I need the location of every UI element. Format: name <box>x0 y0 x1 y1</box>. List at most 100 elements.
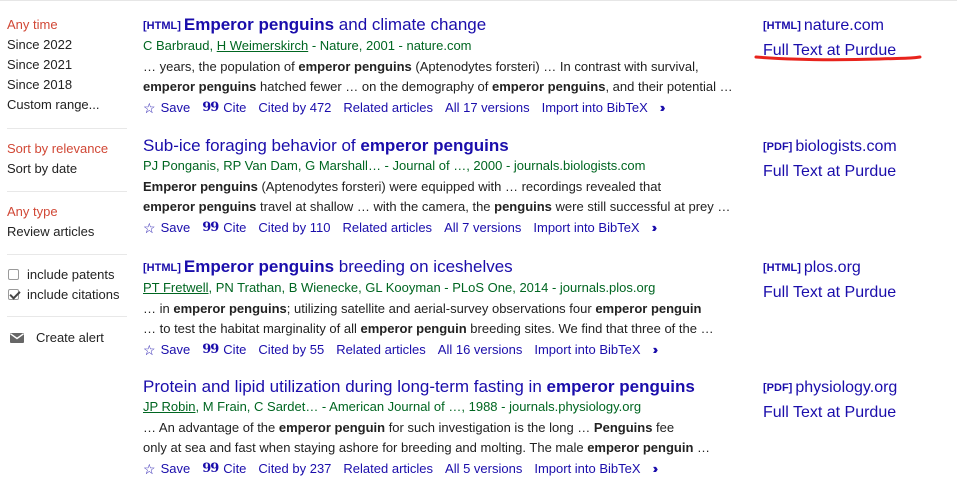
include-citations-label: include citations <box>27 287 120 302</box>
include-citations-checkbox[interactable] <box>8 289 19 300</box>
result-actions: ☆ Save 99 Cite Cited by 110 Related articl… <box>143 220 743 236</box>
result-authors: JP Robin, M Frain, C Sardet… - American … <box>143 399 642 414</box>
quote-icon: 99 <box>202 342 219 357</box>
result-snippet: … years, the population of emperor pengu… <box>143 59 733 94</box>
include-patents-row[interactable]: include patents <box>8 267 114 282</box>
quote-icon: 99 <box>202 220 219 235</box>
star-outline-icon: ☆ <box>143 100 156 116</box>
include-citations-row[interactable]: include citations <box>8 287 120 302</box>
quote-icon: 99 <box>202 100 219 115</box>
sidebar-divider <box>7 254 127 255</box>
result-title-link[interactable]: [HTML] Emperor penguins and climate chang… <box>143 15 743 36</box>
mail-icon <box>10 332 24 343</box>
result-title-link[interactable]: Protein and lipid utilization during lon… <box>143 377 695 396</box>
star-outline-icon: ☆ <box>143 220 156 236</box>
double-chevron-right-icon[interactable]: ›› <box>659 100 665 115</box>
full-text-link[interactable]: Full Text at Purdue <box>763 163 897 180</box>
save-button[interactable]: ☆ Save <box>143 342 191 358</box>
type-review-articles[interactable]: Review articles <box>7 224 95 239</box>
source-link[interactable]: [PDF] biologists.com <box>763 138 897 155</box>
side-links: [PDF] biologists.com Full Text at Purdue <box>763 137 953 181</box>
authors-text: C Barbraud, <box>143 38 217 53</box>
result-item: [HTML] Emperor penguins breeding on icesh… <box>143 257 743 358</box>
result-authors: PJ Ponganis, RP Van Dam, G Marshall… - J… <box>143 158 646 173</box>
save-button[interactable]: ☆ Save <box>143 100 191 116</box>
result-actions: ☆ Save 99 Cite Cited by 55 Related article… <box>143 342 743 358</box>
related-articles-link[interactable]: Related articles <box>336 342 426 357</box>
filter-since-2018[interactable]: Since 2018 <box>7 77 73 92</box>
cited-by-link[interactable]: Cited by 110 <box>258 220 331 235</box>
save-button[interactable]: ☆ Save <box>143 461 191 477</box>
create-alert-button[interactable]: Create alert <box>10 330 104 345</box>
result-snippet: … An advantage of the emperor penguin fo… <box>143 420 711 455</box>
result-item: Sub-ice foraging behavior of emperor pen… <box>143 136 743 236</box>
related-articles-link[interactable]: Related articles <box>342 220 433 235</box>
source-link[interactable]: [HTML] nature.com <box>763 17 884 34</box>
cite-button[interactable]: 99 Cite <box>202 100 247 115</box>
title-bold: Emperor penguins <box>183 15 335 34</box>
format-tag: [HTML] <box>143 20 181 32</box>
import-bibtex-link[interactable]: Import into BibTeX <box>533 220 640 235</box>
create-alert-label: Create alert <box>36 330 104 345</box>
import-bibtex-link[interactable]: Import into BibTeX <box>534 342 641 357</box>
result-title-link[interactable]: Sub-ice foraging behavior of emperor pen… <box>143 136 509 155</box>
type-any[interactable]: Any type <box>7 204 58 219</box>
sidebar-divider <box>7 316 127 317</box>
result-snippet: Emperor penguins (Aptenodytes forsteri) … <box>143 179 731 214</box>
versions-link[interactable]: All 16 versions <box>437 342 523 357</box>
versions-link[interactable]: All 17 versions <box>445 100 530 115</box>
versions-link[interactable]: All 5 versions <box>445 461 523 476</box>
top-divider <box>0 0 957 1</box>
double-chevron-right-icon[interactable]: ›› <box>652 342 658 357</box>
format-tag: [HTML] <box>143 262 181 274</box>
include-patents-checkbox[interactable] <box>8 269 19 280</box>
result-actions: ☆ Save 99 Cite Cited by 472 Related articl… <box>143 100 743 116</box>
side-links: [HTML] plos.org Full Text at Purdue <box>763 258 953 302</box>
full-text-link[interactable]: Full Text at Purdue <box>763 404 897 421</box>
author-link[interactable]: H Weimerskirch <box>216 38 309 53</box>
double-chevron-right-icon[interactable]: ›› <box>652 461 658 476</box>
result-title-link[interactable]: [HTML] Emperor penguins breeding on icesh… <box>143 257 513 276</box>
import-bibtex-link[interactable]: Import into BibTeX <box>541 100 648 115</box>
double-chevron-right-icon[interactable]: ›› <box>651 220 657 235</box>
cite-button[interactable]: 99 Cite <box>202 220 247 235</box>
publication-info: - Nature, 2001 - nature.com <box>308 38 472 53</box>
filter-any-time[interactable]: Any time <box>7 17 58 32</box>
side-links: [HTML] nature.com Full Text at Purdue <box>763 16 953 60</box>
source-link[interactable]: [PDF] physiology.org <box>763 379 898 396</box>
result-actions: ☆ Save 99 Cite Cited by 237 Related articl… <box>143 461 743 477</box>
cited-by-link[interactable]: Cited by 472 <box>258 100 332 115</box>
quote-icon: 99 <box>202 461 219 476</box>
source-link[interactable]: [HTML] plos.org <box>763 259 861 276</box>
sort-by-date[interactable]: Sort by date <box>7 161 78 176</box>
title-post: and climate change <box>334 15 487 34</box>
author-link[interactable]: JP Robin <box>143 399 196 414</box>
full-text-link[interactable]: Full Text at Purdue <box>763 284 897 301</box>
related-articles-link[interactable]: Related articles <box>343 100 434 115</box>
cited-by-link[interactable]: Cited by 237 <box>258 461 332 476</box>
sort-by-relevance[interactable]: Sort by relevance <box>7 141 109 156</box>
cite-button[interactable]: 99 Cite <box>202 461 247 476</box>
related-articles-link[interactable]: Related articles <box>343 461 434 476</box>
red-underline-annotation <box>754 55 922 62</box>
sidebar-divider <box>7 128 127 129</box>
result-item: [HTML] Emperor penguins and climate chang… <box>143 15 743 116</box>
result-item: Protein and lipid utilization during lon… <box>143 377 743 477</box>
include-patents-label: include patents <box>27 267 115 282</box>
full-text-link[interactable]: Full Text at Purdue <box>763 42 897 59</box>
author-link[interactable]: PT Fretwell <box>143 280 209 295</box>
result-authors: PT Fretwell, PN Trathan, B Wienecke, GL … <box>143 280 656 295</box>
result-authors: C Barbraud, H Weimerskirch - Nature, 200… <box>143 38 743 54</box>
cited-by-link[interactable]: Cited by 55 <box>258 342 325 357</box>
filter-since-2022[interactable]: Since 2022 <box>7 37 73 52</box>
filter-since-2021[interactable]: Since 2021 <box>7 57 73 72</box>
star-outline-icon: ☆ <box>143 342 156 358</box>
filter-custom-range[interactable]: Custom range... <box>7 97 100 112</box>
save-button[interactable]: ☆ Save <box>143 220 191 236</box>
versions-link[interactable]: All 7 versions <box>444 220 522 235</box>
sidebar-divider <box>7 191 127 192</box>
cite-button[interactable]: 99 Cite <box>202 342 247 357</box>
star-outline-icon: ☆ <box>143 461 156 477</box>
import-bibtex-link[interactable]: Import into BibTeX <box>534 461 641 476</box>
result-snippet: … in emperor penguins; utilizing satelli… <box>143 301 714 336</box>
